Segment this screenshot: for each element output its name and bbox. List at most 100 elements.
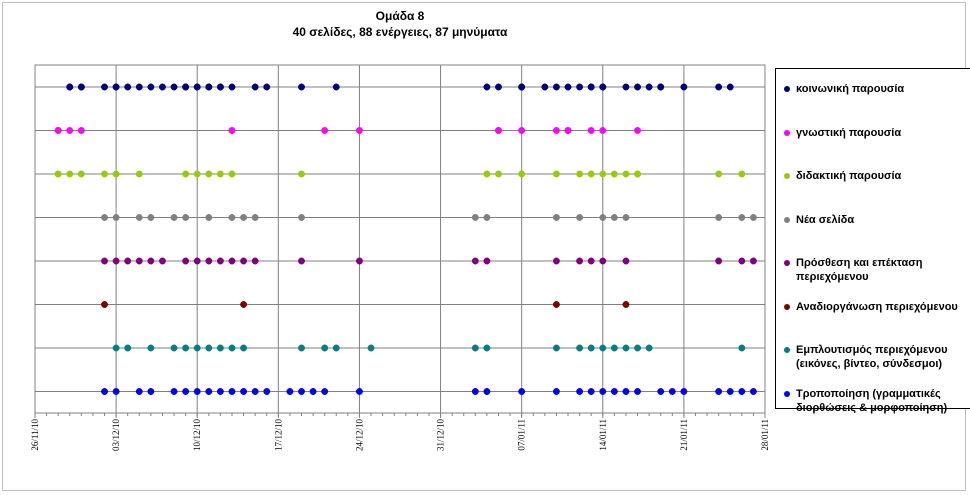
- data-point: [170, 388, 178, 395]
- data-point: [599, 344, 607, 352]
- data-point: [587, 127, 595, 134]
- data-point: [147, 257, 155, 265]
- data-point: [205, 170, 213, 178]
- data-point: [228, 257, 236, 265]
- data-point: [634, 388, 641, 395]
- legend-marker: [784, 260, 790, 266]
- data-point: [135, 257, 143, 265]
- data-point: [112, 388, 120, 395]
- data-point: [182, 257, 190, 265]
- data-point: [205, 257, 213, 265]
- data-point: [321, 344, 329, 352]
- data-point: [518, 127, 526, 134]
- data-point: [645, 83, 653, 91]
- data-point: [240, 344, 248, 352]
- data-point: [587, 344, 595, 352]
- legend-marker: [784, 86, 790, 92]
- data-point: [112, 344, 120, 352]
- data-point: [610, 344, 618, 352]
- x-tick-label: 10/12/10: [192, 419, 202, 452]
- data-point: [495, 83, 502, 91]
- data-point: [622, 388, 630, 395]
- x-tick-label: 21/01/11: [679, 419, 689, 451]
- data-point: [726, 388, 734, 395]
- data-point: [355, 257, 363, 265]
- data-point: [77, 83, 85, 91]
- data-point: [135, 388, 143, 395]
- data-point: [576, 388, 584, 395]
- data-point: [587, 257, 595, 265]
- data-point: [634, 344, 641, 352]
- data-point: [147, 344, 155, 352]
- data-point: [321, 388, 329, 395]
- data-point: [205, 214, 213, 221]
- data-point: [251, 214, 259, 221]
- data-point: [668, 388, 676, 395]
- x-tick-label: 26/11/10: [30, 419, 40, 451]
- data-point: [263, 83, 271, 91]
- data-point: [518, 388, 526, 395]
- data-point: [738, 214, 746, 221]
- data-point: [135, 214, 143, 221]
- data-point: [552, 388, 560, 395]
- data-point: [101, 257, 108, 265]
- data-point: [298, 344, 305, 352]
- legend-label: γνωστική παρουσία: [796, 126, 902, 139]
- data-point: [587, 388, 595, 395]
- data-point: [610, 170, 618, 178]
- data-point: [228, 388, 236, 395]
- data-point: [552, 214, 560, 221]
- data-point: [471, 388, 479, 395]
- data-point: [228, 344, 236, 352]
- legend-label: κοινωνική παρουσία: [796, 83, 905, 95]
- data-point: [182, 388, 190, 395]
- data-point: [552, 301, 560, 308]
- data-point: [101, 388, 108, 395]
- data-point: [680, 83, 688, 91]
- data-point: [715, 257, 723, 265]
- data-point: [471, 257, 479, 265]
- data-point: [483, 344, 491, 352]
- data-point: [483, 170, 491, 178]
- data-point: [124, 83, 132, 91]
- data-point: [170, 214, 178, 221]
- data-point: [101, 301, 108, 308]
- data-point: [205, 388, 213, 395]
- data-point: [112, 257, 120, 265]
- data-point: [101, 83, 108, 91]
- data-point: [332, 344, 340, 352]
- data-point: [159, 83, 166, 91]
- data-point: [634, 83, 641, 91]
- x-tick-label: 28/01/11: [760, 419, 770, 451]
- data-point: [159, 257, 166, 265]
- data-point: [193, 257, 201, 265]
- data-point: [147, 388, 155, 395]
- data-point: [147, 83, 155, 91]
- data-point: [228, 83, 236, 91]
- data-point: [170, 83, 178, 91]
- x-tick-label: 24/12/10: [354, 419, 364, 452]
- data-point: [483, 83, 491, 91]
- data-point: [298, 83, 305, 91]
- plot-area: [34, 64, 766, 414]
- legend-marker: [784, 303, 790, 310]
- data-point: [576, 257, 584, 265]
- legend-marker: [784, 347, 790, 353]
- data-point: [135, 83, 143, 91]
- legend-marker: [784, 390, 790, 397]
- data-point: [355, 127, 363, 134]
- data-point: [715, 83, 723, 91]
- data-point: [216, 83, 224, 91]
- data-point: [228, 127, 236, 134]
- data-point: [240, 388, 248, 395]
- legend-marker: [784, 173, 790, 179]
- data-point: [112, 214, 120, 221]
- data-point: [552, 344, 560, 352]
- data-point: [552, 170, 560, 178]
- x-tick-label: 31/12/10: [436, 419, 446, 452]
- data-point: [715, 388, 723, 395]
- data-point: [738, 388, 746, 395]
- data-point: [518, 83, 526, 91]
- data-point: [240, 257, 248, 265]
